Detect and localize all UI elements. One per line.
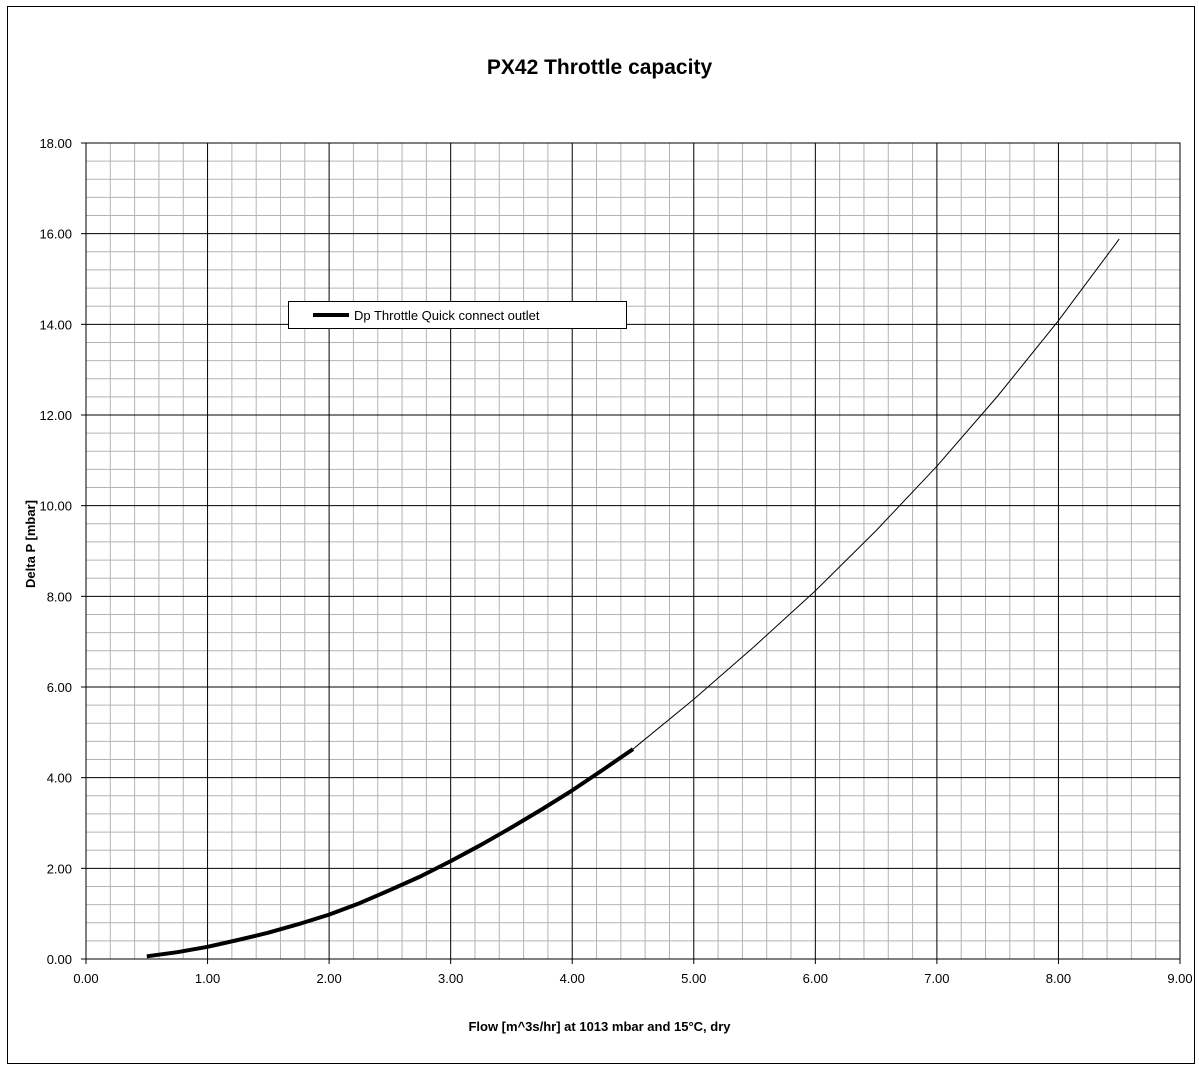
y-tick-label: 4.00 <box>47 771 72 786</box>
x-tick-label: 2.00 <box>316 971 341 986</box>
x-tick-label: 8.00 <box>1046 971 1071 986</box>
x-tick-label: 9.00 <box>1167 971 1192 986</box>
chart-title: PX42 Throttle capacity <box>486 56 713 79</box>
chart-frame <box>7 6 1195 1064</box>
y-tick-label: 2.00 <box>47 861 72 876</box>
legend-label: Dp Throttle Quick connect outlet <box>354 307 540 323</box>
y-tick-label: 10.00 <box>39 499 72 514</box>
x-tick-label: 5.00 <box>681 971 706 986</box>
legend-swatch <box>313 313 349 317</box>
series-line-extrapolated <box>632 238 1120 750</box>
series-line-dp-throttle <box>146 747 635 959</box>
y-tick-label: 14.00 <box>39 317 72 332</box>
grid <box>85 142 1181 960</box>
y-tick-label: 0.00 <box>47 952 72 967</box>
plot-border <box>85 142 1181 960</box>
y-tick-label: 8.00 <box>47 589 72 604</box>
axes <box>81 142 1181 964</box>
x-tick-label: 0.00 <box>73 971 98 986</box>
tick-labels: 0.00 1.00 2.00 3.00 4.00 5.00 6.00 7.00 8.00 9.00… <box>39 136 1192 986</box>
series-lines <box>146 238 1120 959</box>
x-tick-label: 7.00 <box>924 971 949 986</box>
y-tick-label: 12.00 <box>39 408 72 423</box>
y-axis-label: Delta P [mbar] <box>23 500 38 588</box>
x-tick-label: 6.00 <box>803 971 828 986</box>
y-tick-label: 18.00 <box>39 136 72 151</box>
y-tick-label: 16.00 <box>39 227 72 242</box>
x-tick-label: 1.00 <box>195 971 220 986</box>
x-tick-label: 4.00 <box>560 971 585 986</box>
legend: Dp Throttle Quick connect outlet <box>288 301 627 329</box>
y-tick-label: 6.00 <box>47 680 72 695</box>
x-tick-label: 3.00 <box>438 971 463 986</box>
x-axis-label: Flow [m^3s/hr] at 1013 mbar and 15°C, dr… <box>468 1019 731 1034</box>
